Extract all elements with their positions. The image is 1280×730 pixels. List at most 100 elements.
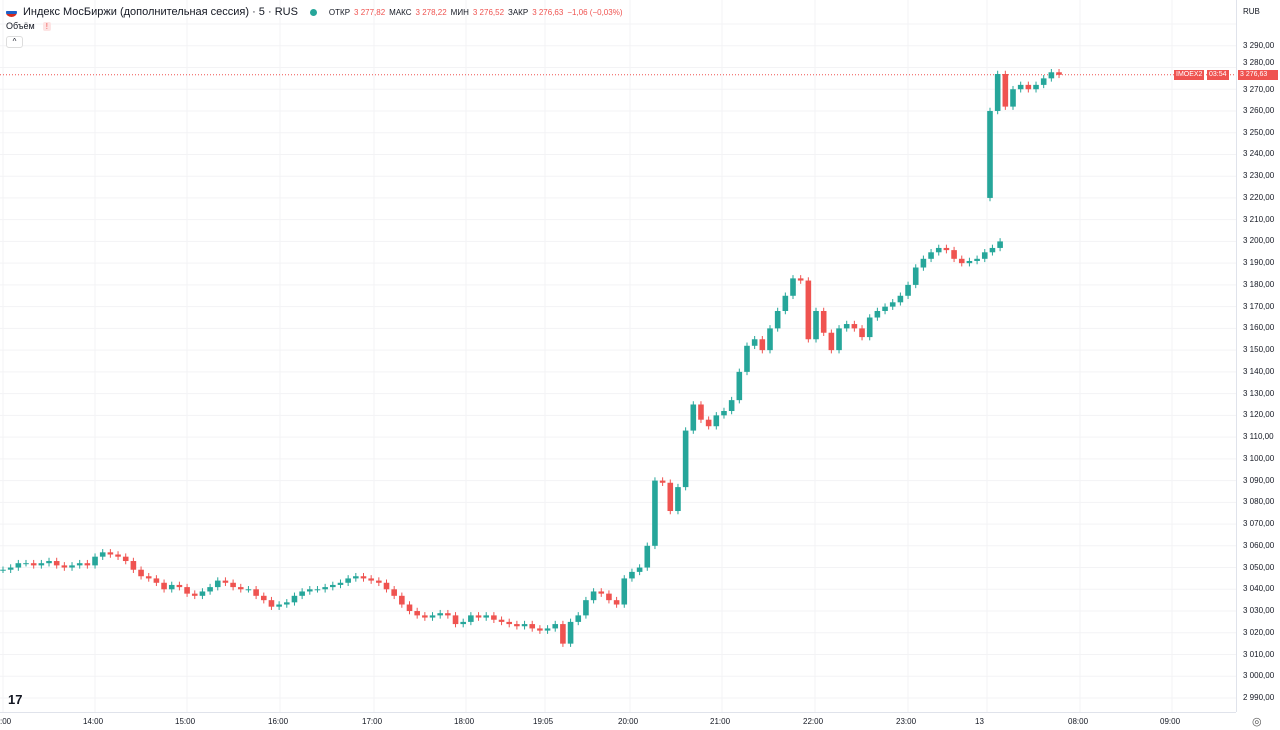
candle-up [920, 258, 927, 268]
price-axis[interactable]: RUB 3 290,00 3 280,00 3 270,00 3 260,00 3 25… [1236, 0, 1280, 712]
candle-down [115, 554, 121, 557]
price-tick: 3 200,00 [1243, 236, 1275, 246]
candle-up [199, 591, 206, 596]
price-tick: 3 050,00 [1243, 562, 1275, 572]
collapse-button[interactable]: ^ [6, 36, 23, 48]
candle-down [560, 624, 566, 644]
candle-up [69, 565, 75, 568]
candle-up [981, 252, 988, 259]
candle-down [951, 250, 957, 259]
candle-up [291, 595, 298, 603]
high-value: 3 278,22 [415, 7, 447, 17]
candle-down [537, 628, 543, 631]
candle-down [61, 565, 68, 568]
close-value: 3 276,63 [532, 7, 564, 17]
candle-up [168, 584, 175, 590]
candle-up [790, 278, 796, 296]
time-tick: :00 [0, 717, 12, 726]
price-tick: 3 140,00 [1243, 366, 1275, 376]
candle-up [1048, 72, 1055, 79]
candle-down [698, 404, 704, 420]
candle-down [230, 582, 236, 588]
candle-up [675, 487, 681, 512]
candle-up [583, 600, 589, 616]
time-tick: 18:00 [454, 717, 475, 726]
candle-up [283, 602, 290, 605]
warning-icon[interactable]: ! [42, 21, 51, 31]
candle-up [299, 591, 305, 596]
candle-down [667, 482, 674, 512]
price-tick: 3 240,00 [1243, 149, 1275, 159]
candle-up [882, 306, 888, 311]
candle-down [491, 615, 497, 620]
candle-up [337, 582, 344, 585]
candle-up [774, 310, 781, 329]
candle-up [92, 556, 98, 566]
candle-down [383, 582, 390, 590]
candle-up [567, 621, 574, 644]
candlestick-chart[interactable] [0, 0, 1236, 712]
time-tick: 22:00 [803, 717, 824, 726]
price-tick: 3 120,00 [1243, 410, 1275, 420]
candle-down [759, 339, 766, 351]
time-tick: 16:00 [268, 717, 289, 726]
russia-flag-icon [6, 7, 17, 17]
candle-down [529, 624, 536, 629]
candle-down [1056, 72, 1062, 75]
price-tick: 2 990,00 [1243, 693, 1275, 702]
candle-down [452, 615, 459, 625]
change-value: −1,06 (−0,03%) [567, 7, 623, 17]
close-label: ЗАКР [508, 7, 529, 17]
symbol-title[interactable]: Индекс МосБиржи (дополнительная сессия) … [23, 6, 298, 18]
price-tick: 3 000,00 [1243, 671, 1275, 681]
candle-down [659, 480, 666, 483]
candle-down [360, 576, 367, 579]
price-tick: 3 170,00 [1243, 301, 1275, 311]
current-price: 3 276,63 [1240, 71, 1268, 78]
candle-down [958, 258, 965, 264]
time-tick: 13 [975, 717, 984, 726]
candle-up [460, 621, 466, 625]
candle-down [237, 587, 244, 590]
candle-down [498, 619, 505, 622]
price-tick: 3 250,00 [1243, 127, 1275, 137]
candle-up [330, 584, 336, 588]
time-tick: 17:00 [362, 717, 383, 726]
time-tick: 15:00 [175, 717, 196, 726]
price-tick: 3 100,00 [1243, 453, 1275, 463]
candle-down [253, 589, 259, 596]
time-tick: 14:00 [83, 717, 104, 726]
open-value: 3 277,82 [354, 7, 386, 17]
candle-down [161, 582, 167, 590]
candle-down [1002, 74, 1009, 107]
candle-up [935, 247, 942, 253]
candle-down [598, 591, 605, 594]
candle-up [721, 411, 727, 416]
time-tick: 09:00 [1160, 717, 1181, 726]
candle-up [836, 328, 842, 351]
price-tick: 3 230,00 [1243, 171, 1275, 181]
candle-up [552, 624, 559, 629]
candle-down [445, 613, 451, 616]
candle-up [575, 615, 582, 622]
candle-up [314, 589, 321, 591]
candle-down [268, 600, 275, 607]
candle-down [153, 578, 160, 583]
candle-up [0, 569, 6, 571]
time-tick: 08:00 [1068, 717, 1089, 726]
settings-icon[interactable]: ◎ [1252, 716, 1262, 728]
candle-up [928, 252, 934, 259]
time-axis[interactable]: :00 14:00 15:00 16:00 17:00 18:00 19:05 20:00 21… [0, 712, 1236, 730]
candle-up [46, 561, 52, 564]
candle-up [214, 580, 221, 588]
candle-down [30, 563, 37, 566]
candle-down [130, 561, 137, 570]
candle-up [866, 317, 873, 338]
candle-down [820, 310, 827, 333]
candle-down [943, 247, 950, 251]
volume-indicator[interactable]: Объём ! [6, 21, 51, 31]
currency-label[interactable]: RUB [1243, 7, 1260, 16]
candle-down [176, 584, 183, 588]
candle-up [636, 567, 643, 572]
candle-down [422, 615, 428, 618]
